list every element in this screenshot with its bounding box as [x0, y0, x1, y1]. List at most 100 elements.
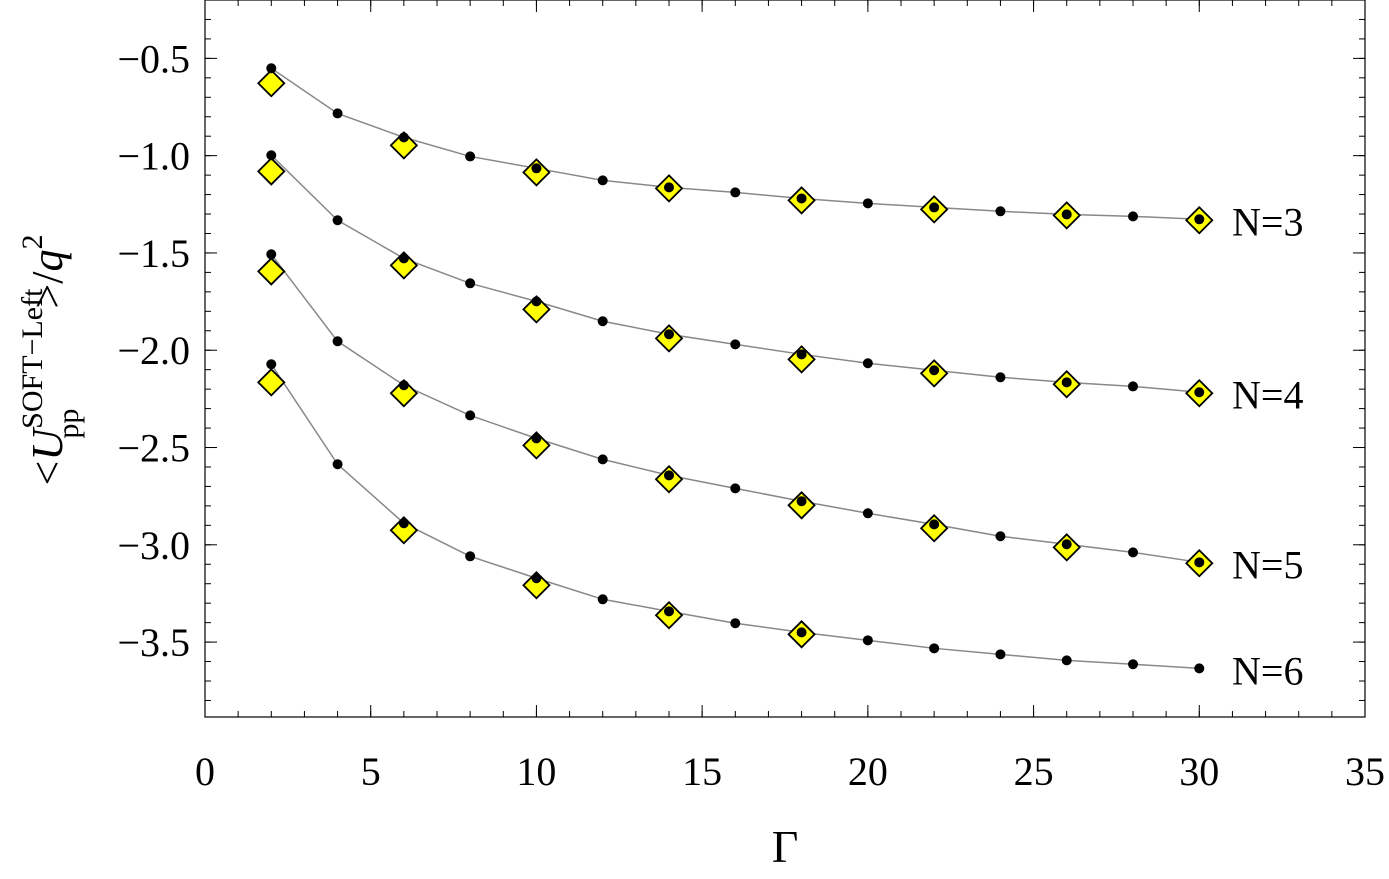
series-line — [270, 253, 1200, 564]
dot-marker — [465, 551, 476, 562]
x-tick-label: 10 — [516, 749, 556, 794]
dot-marker — [730, 483, 741, 494]
dot-marker — [1128, 211, 1138, 222]
diamond-marker — [522, 295, 551, 324]
dot-marker — [1128, 659, 1138, 670]
dot-marker — [995, 531, 1006, 542]
dot-marker — [862, 358, 873, 369]
dot-marker — [796, 627, 807, 638]
y-tick-label: −3.5 — [117, 620, 190, 665]
dot-marker — [664, 182, 674, 193]
dot-marker — [266, 249, 277, 260]
dot-marker — [664, 470, 674, 481]
dot-marker — [929, 519, 940, 530]
x-tick-label: 5 — [361, 749, 381, 794]
dot-marker — [1128, 381, 1138, 392]
diamond-marker — [522, 431, 551, 460]
dot-marker — [1194, 557, 1205, 568]
y-label-part: U — [23, 426, 72, 461]
dot-marker — [1061, 655, 1072, 666]
dot-marker — [531, 433, 542, 444]
dot-marker — [266, 63, 277, 74]
y-label-part: SOFT−Left — [16, 288, 49, 429]
series-label: N=5 — [1232, 542, 1303, 587]
dot-marker — [664, 329, 674, 340]
diamond-marker — [389, 515, 419, 545]
diamond-marker — [257, 157, 286, 186]
dot-marker — [1061, 209, 1072, 220]
dot-marker — [398, 132, 409, 143]
dot-marker — [266, 359, 277, 370]
x-tick-label: 15 — [682, 749, 722, 794]
dot-marker — [929, 365, 940, 376]
dot-marker — [1194, 387, 1205, 398]
dot-marker — [398, 380, 409, 391]
dot-marker — [597, 594, 608, 605]
series-label: N=4 — [1232, 372, 1303, 417]
dot-marker — [664, 606, 674, 617]
dot-marker — [796, 193, 807, 204]
dot-marker — [332, 459, 343, 470]
y-label-part: 2 — [16, 235, 49, 250]
dot-marker — [398, 518, 409, 529]
x-tick-label: 0 — [195, 749, 215, 794]
dot-marker — [730, 618, 741, 629]
dot-marker — [929, 202, 940, 213]
diamond-marker — [257, 368, 286, 397]
x-tick-label: 25 — [1014, 749, 1054, 794]
dot-marker — [1194, 663, 1205, 674]
dot-marker — [796, 349, 807, 360]
dot-marker — [730, 187, 741, 198]
series-label: N=3 — [1232, 199, 1303, 244]
dot-marker — [730, 339, 741, 350]
y-tick-label: −2.0 — [117, 328, 190, 373]
diamond-marker — [257, 69, 286, 98]
y-tick-label: −2.5 — [117, 426, 190, 471]
dot-marker — [531, 573, 542, 584]
y-tick-label: −3.0 — [117, 523, 190, 568]
dot-marker — [332, 108, 343, 119]
dot-marker — [929, 643, 940, 654]
diamond-marker — [389, 131, 419, 160]
y-tick-label: −1.5 — [117, 231, 190, 276]
series-label: N=6 — [1232, 648, 1303, 693]
dot-marker — [796, 496, 807, 507]
dot-marker — [531, 163, 542, 174]
dot-marker — [597, 316, 608, 327]
dot-marker — [862, 508, 873, 519]
dot-marker — [332, 215, 343, 226]
dot-marker — [1061, 377, 1072, 388]
dot-marker — [465, 278, 476, 289]
dot-marker — [597, 454, 608, 465]
y-label-part: q — [23, 250, 72, 272]
y-label-part: < — [23, 461, 72, 486]
y-tick-label: −1.0 — [117, 134, 190, 179]
y-axis-label: <USOFT−Left pp >/q2 — [16, 235, 85, 486]
dot-marker — [465, 151, 476, 162]
dot-marker — [862, 198, 873, 209]
diamond-marker — [389, 378, 419, 408]
plot-frame — [204, 0, 1366, 718]
dot-marker — [332, 336, 343, 347]
dot-marker — [266, 150, 277, 161]
x-tick-label: 30 — [1179, 749, 1219, 794]
dot-marker — [531, 296, 542, 307]
dot-marker — [398, 253, 409, 264]
y-tick-label: −0.5 — [117, 36, 190, 81]
dot-marker — [995, 206, 1006, 217]
diamond-marker — [389, 251, 419, 280]
x-axis-label: Γ — [772, 821, 799, 872]
diamond-marker — [787, 345, 816, 374]
diamond-marker — [522, 571, 551, 600]
diamond-marker — [257, 257, 286, 286]
dot-marker — [1194, 214, 1205, 225]
dot-marker — [862, 635, 873, 646]
dot-marker — [995, 649, 1006, 660]
dot-marker — [995, 372, 1006, 383]
x-tick-label: 20 — [848, 749, 888, 794]
y-label-part: pp — [52, 409, 85, 439]
dot-marker — [1128, 547, 1138, 558]
x-tick-label: 35 — [1345, 749, 1385, 794]
dot-marker — [465, 410, 476, 421]
